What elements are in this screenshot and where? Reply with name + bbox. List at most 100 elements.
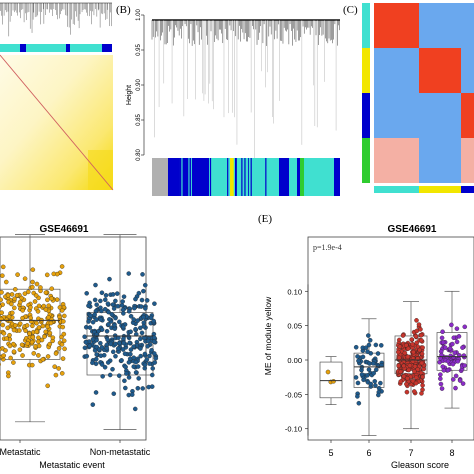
data-point [462, 324, 468, 330]
data-point [87, 343, 93, 349]
row-module-strip [362, 138, 370, 183]
data-point [83, 339, 89, 345]
data-point [17, 321, 23, 326]
heatmap-cell [461, 93, 474, 138]
data-point [110, 302, 116, 307]
data-point [414, 340, 420, 346]
panel-e-ylabel: ME of module yellow [263, 296, 273, 375]
data-point [0, 297, 3, 303]
data-point [457, 378, 463, 383]
data-point [138, 353, 143, 359]
data-point [128, 351, 133, 357]
heatmap-cell [419, 93, 461, 138]
data-point [60, 324, 66, 330]
y-tick-label: 0.00 [287, 356, 302, 365]
data-point [131, 364, 137, 369]
data-point [62, 346, 67, 352]
data-point [420, 383, 425, 388]
data-point [121, 311, 126, 316]
data-point [23, 328, 28, 333]
data-point [45, 383, 50, 389]
data-point [416, 322, 422, 327]
data-point [152, 351, 157, 356]
module-bar-stripe [241, 158, 243, 196]
data-point [414, 318, 419, 323]
data-point [355, 380, 361, 386]
data-point [113, 315, 118, 321]
data-point [421, 366, 427, 372]
data-point [17, 299, 23, 305]
data-point [409, 337, 414, 342]
data-point [142, 351, 148, 357]
data-point [139, 330, 145, 336]
data-point [396, 363, 401, 369]
panel-a-dendrogram [0, 2, 112, 37]
panel-e: (E) GSE46691 p=1.9e-4 0.10 0.05 0.00 -0.05 -… [258, 213, 474, 470]
module-bar-stripe [248, 158, 251, 196]
data-point [40, 357, 46, 362]
panel-d-xlabel: Metastatic event [39, 460, 105, 470]
y-tick-label: -0.10 [285, 425, 302, 434]
data-point [94, 352, 99, 357]
data-point [363, 345, 369, 350]
data-point [124, 371, 129, 376]
data-point [144, 298, 150, 303]
col-module-strip [374, 186, 419, 193]
heatmap-cell [374, 138, 419, 183]
data-point [9, 292, 15, 297]
data-point [419, 351, 425, 357]
data-point [413, 380, 419, 386]
data-point [151, 318, 156, 324]
data-point [102, 364, 108, 370]
data-point [455, 358, 461, 364]
module-bar-stripe [233, 158, 235, 196]
data-point [404, 389, 410, 395]
data-point [99, 290, 105, 296]
data-point [445, 358, 451, 364]
data-point [123, 364, 128, 370]
data-point [107, 276, 112, 282]
x-tick-label: Non-metastatic [90, 447, 151, 457]
panel-b-dendrogram [151, 19, 340, 158]
data-point [355, 354, 360, 359]
data-point [447, 346, 453, 351]
data-point [27, 331, 32, 336]
data-point [36, 335, 41, 341]
data-point [420, 387, 425, 393]
data-point [127, 340, 132, 346]
heatmap-cell [374, 93, 419, 138]
data-point [133, 359, 139, 365]
data-point [148, 315, 154, 321]
data-point [46, 303, 52, 308]
data-point [46, 315, 51, 320]
data-point [34, 329, 40, 335]
data-point [0, 304, 2, 309]
module-bar-stripe [211, 158, 213, 196]
data-point [407, 363, 413, 368]
module-bar-stripe [234, 158, 237, 196]
data-point [376, 385, 382, 391]
data-point [412, 364, 418, 369]
module-bar-segment [26, 44, 66, 52]
x-tick-label: 6 [366, 448, 371, 458]
module-bar-stripe [209, 158, 212, 196]
data-point [378, 343, 384, 348]
data-point [56, 346, 62, 351]
data-point [50, 335, 56, 340]
data-point [397, 344, 403, 349]
box-iqr [394, 335, 428, 375]
data-point [406, 367, 412, 373]
data-point [9, 301, 14, 307]
data-point [356, 358, 361, 364]
panel-d-plot [0, 234, 159, 430]
data-point [25, 341, 30, 346]
panel-e-y-axis: 0.10 0.05 0.00 -0.05 -0.10 [285, 284, 309, 436]
x-tick-label: 5 [328, 448, 333, 458]
data-point [61, 319, 66, 324]
data-point [152, 301, 157, 306]
data-point [41, 303, 47, 309]
row-module-strip [362, 93, 370, 138]
data-point [438, 381, 444, 387]
heatmap-cell [461, 138, 474, 183]
data-point [462, 363, 467, 368]
